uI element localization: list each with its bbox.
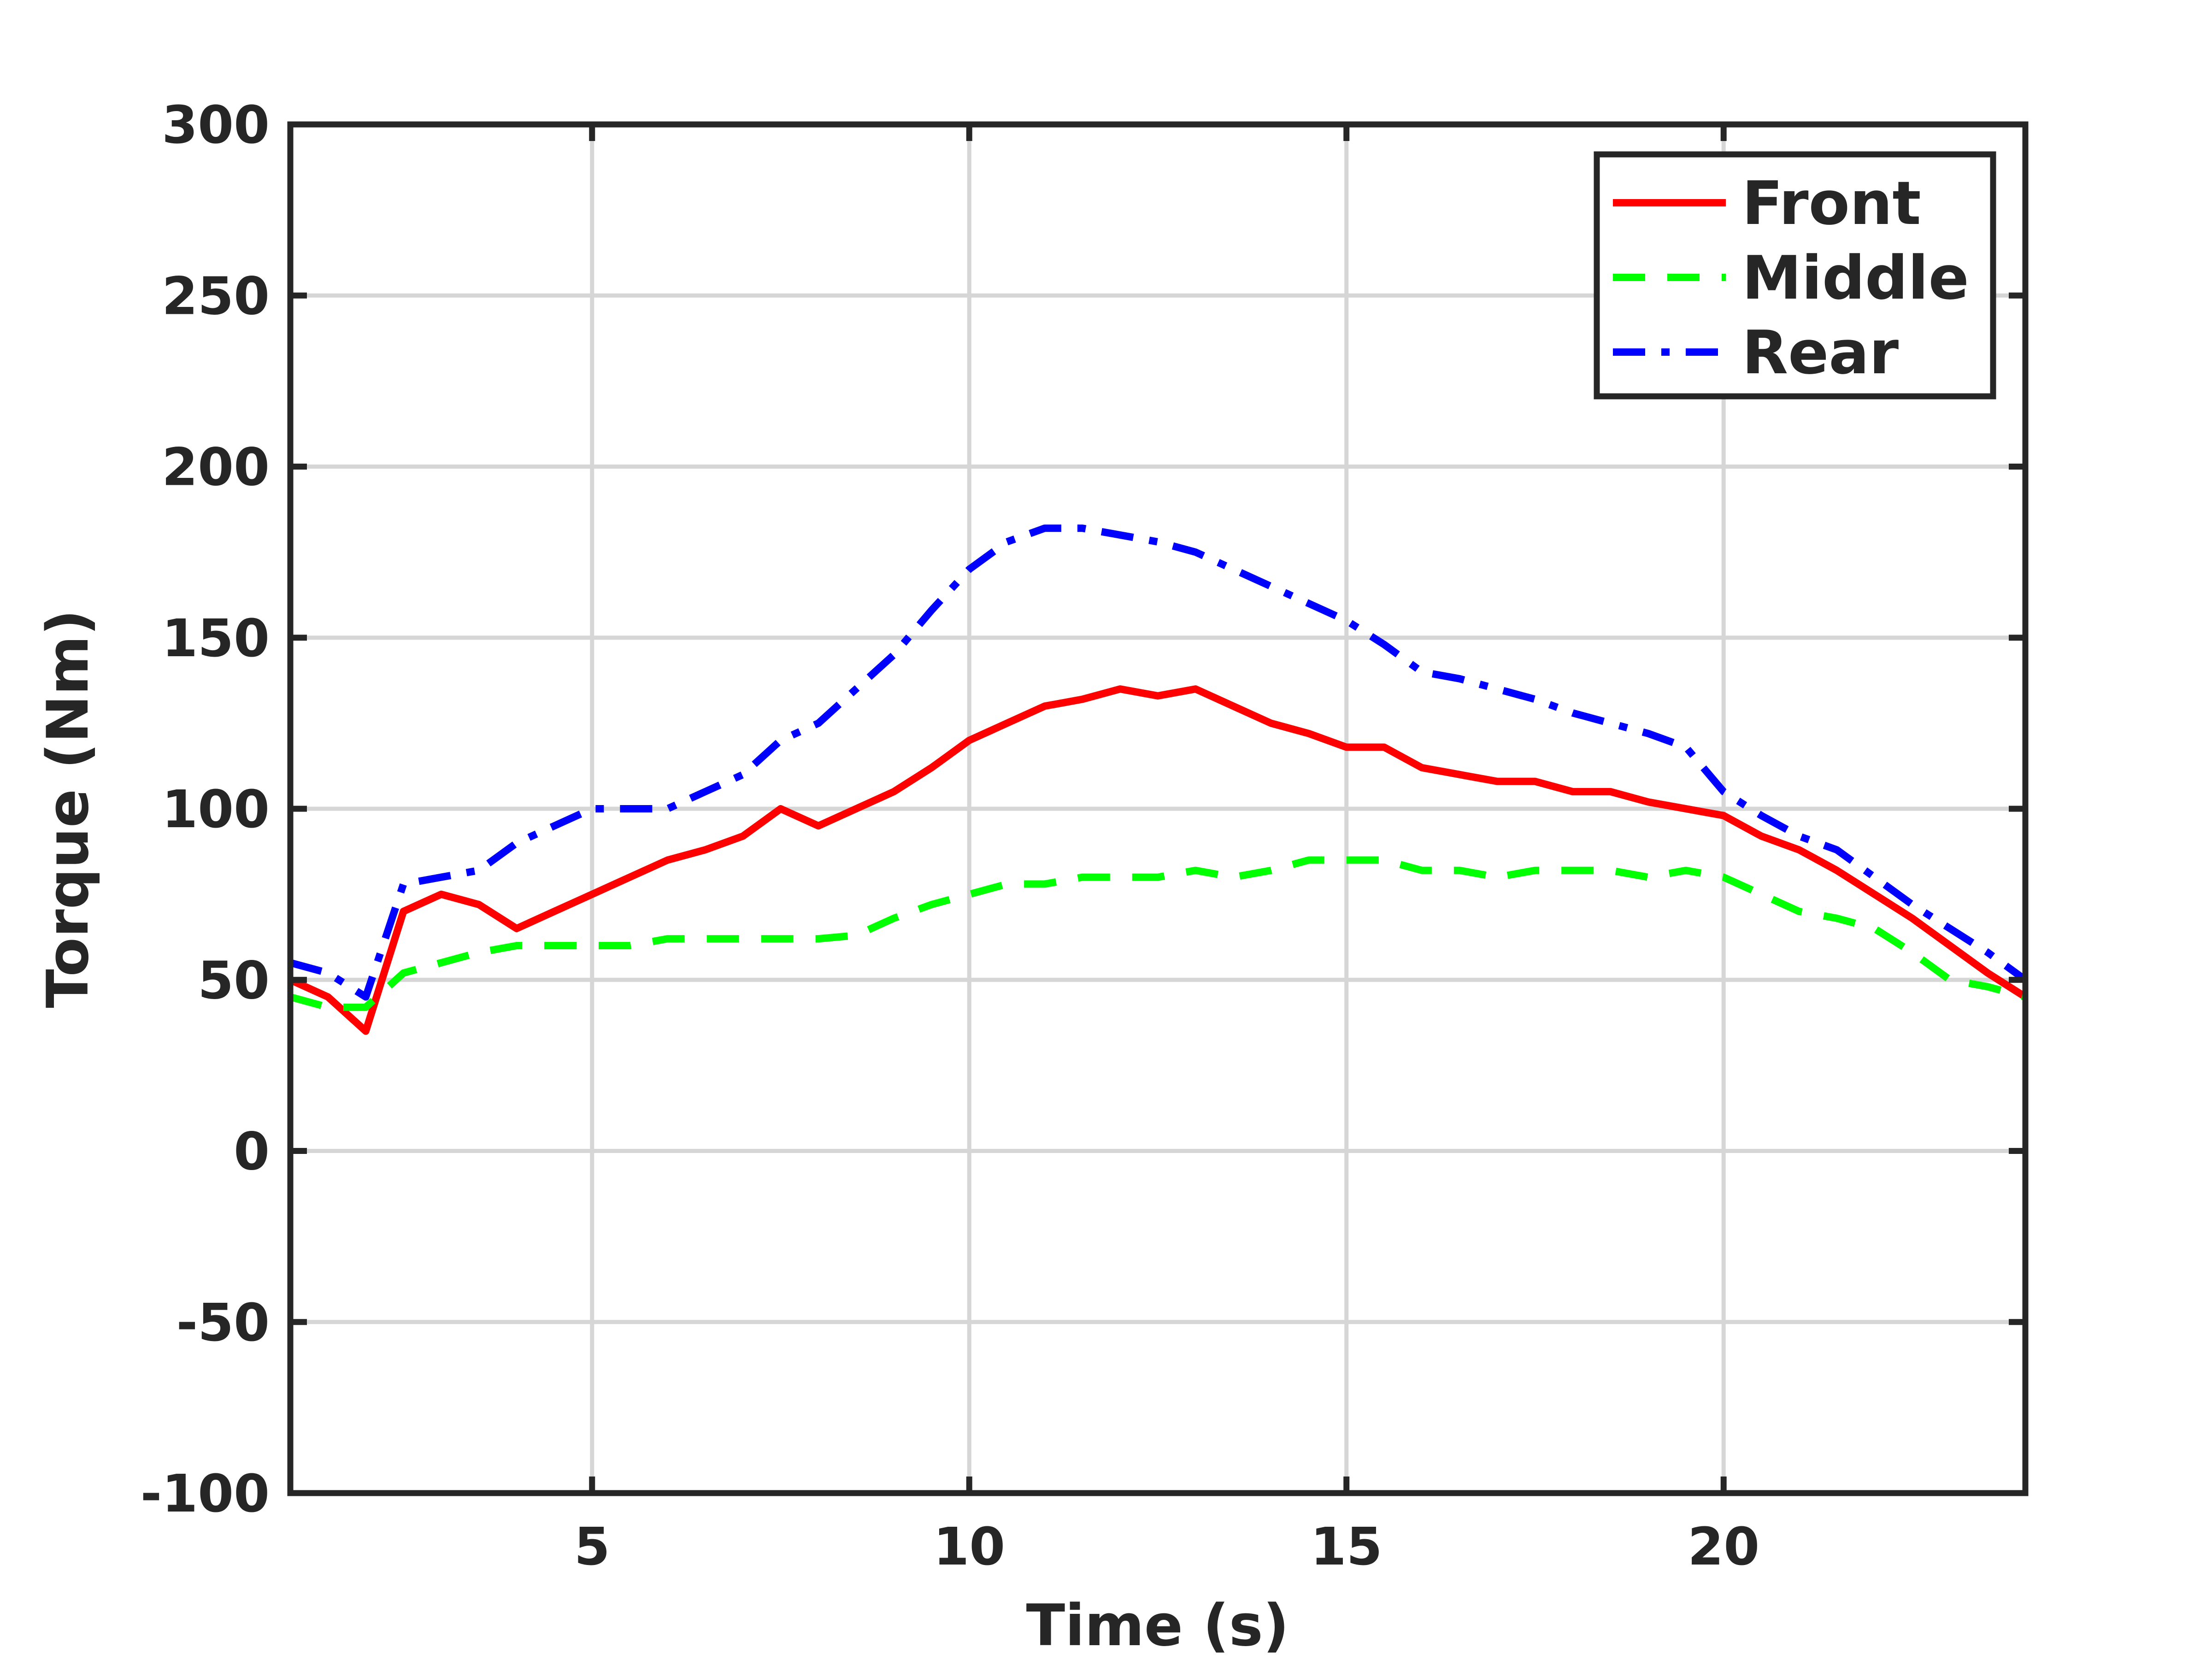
x-tick-label: 5 (574, 1517, 610, 1577)
y-tick-label: 100 (162, 780, 270, 840)
series-lines (290, 524, 2025, 1035)
legend-label-front: Front (1742, 168, 1921, 238)
series-line-rear (290, 524, 2025, 1001)
y-tick-label: 200 (162, 438, 270, 498)
grid-lines (290, 122, 2025, 1495)
y-tick-label: 0 (234, 1122, 270, 1182)
y-tick-label: 250 (162, 266, 270, 326)
y-axis-title: Torque (Nm) (35, 609, 101, 1008)
x-tick-label: 20 (1688, 1517, 1759, 1577)
tick-labels: 5 10 15 20 -100 -50 0 50 100 150 200 250 300 (141, 95, 1759, 1577)
legend-label-rear: Rear (1742, 318, 1899, 388)
series-line-middle (290, 856, 2025, 1011)
series-line-front (290, 685, 2025, 1035)
x-tick-label: 15 (1311, 1517, 1382, 1577)
legend-box (1594, 151, 1996, 400)
legend-label-middle: Middle (1742, 243, 1969, 313)
x-axis-title: Time (s) (1026, 1593, 1289, 1659)
y-tick-label: 150 (162, 609, 270, 669)
y-tick-label: 300 (162, 95, 270, 155)
y-tick-label: -50 (176, 1293, 270, 1353)
y-tick-label: 50 (198, 951, 270, 1011)
axis-ticks (290, 121, 2025, 1496)
x-tick-label: 10 (933, 1517, 1005, 1577)
y-tick-label: -100 (141, 1464, 270, 1524)
